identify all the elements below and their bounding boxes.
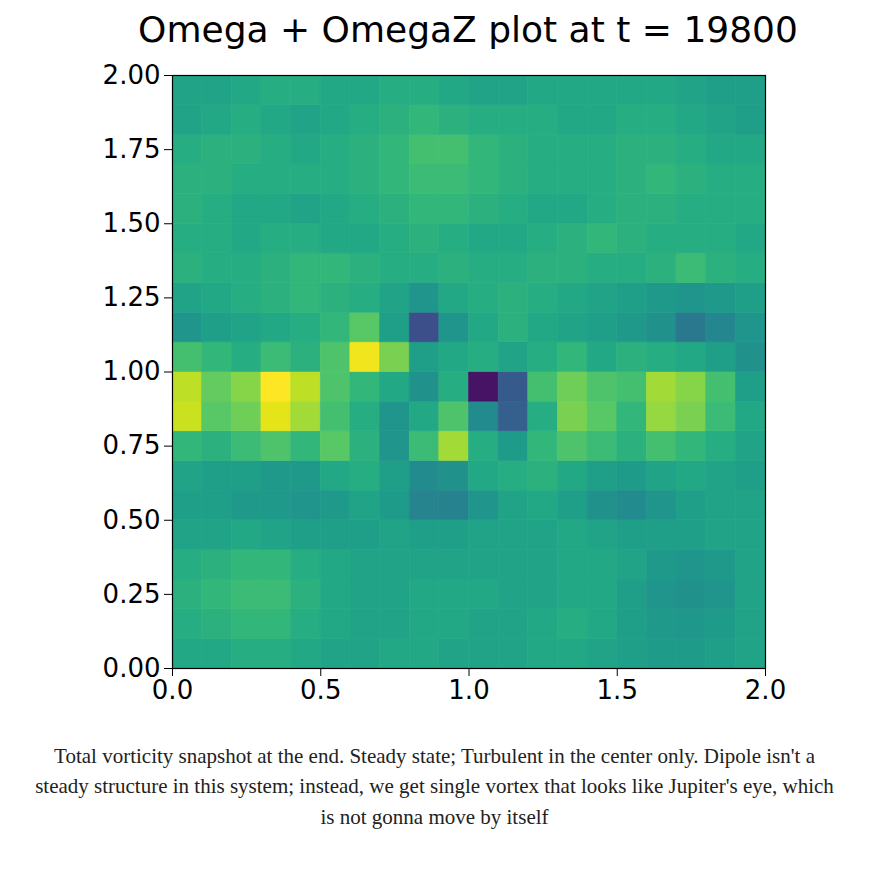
svg-text:0.25: 0.25 — [103, 579, 161, 609]
svg-text:1.00: 1.00 — [103, 356, 161, 386]
svg-text:1.0: 1.0 — [448, 675, 489, 705]
svg-text:0.00: 0.00 — [103, 653, 161, 683]
html-text:Total vorticity snapshot at th: Total vorticity snapshot at the end. Ste… — [35, 744, 834, 829]
svg-text:0.75: 0.75 — [103, 430, 161, 460]
svg-text:2.0: 2.0 — [745, 675, 786, 705]
svg-text:0.50: 0.50 — [103, 505, 161, 535]
svg-text:1.25: 1.25 — [103, 282, 161, 312]
svg-text:1.5: 1.5 — [597, 675, 638, 705]
svg-text:2.00: 2.00 — [103, 60, 161, 90]
svg-text:1.75: 1.75 — [103, 134, 161, 164]
svg-text:1.50: 1.50 — [103, 208, 161, 238]
html-text:Omega + OmegaZ plot at t = 198: Omega + OmegaZ plot at t = 19800 — [138, 9, 798, 50]
svg-text:0.0: 0.0 — [151, 675, 194, 705]
svg-text:0.5: 0.5 — [300, 675, 341, 705]
